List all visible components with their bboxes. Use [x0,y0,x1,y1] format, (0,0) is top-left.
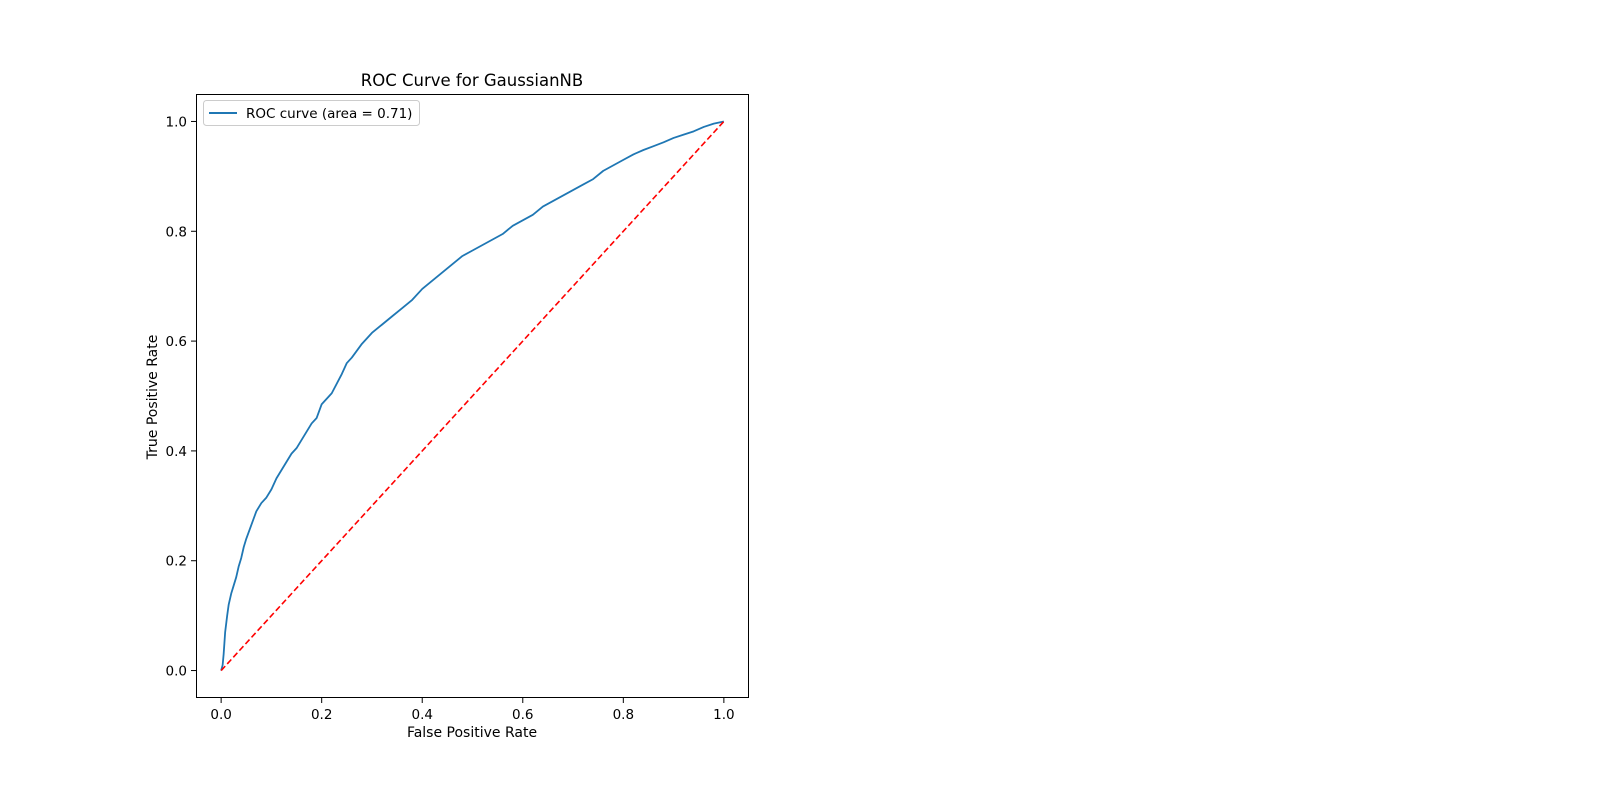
y-tick-label: 0.2 [166,554,187,570]
y-tick-label: 0.4 [166,444,187,460]
y-tick-label: 1.0 [166,114,187,130]
axes-frame [196,94,749,698]
y-tick-label: 0.0 [166,664,187,680]
x-tick-label: 0.4 [411,707,432,723]
plot-area [220,120,725,672]
x-tick-label: 0.0 [210,707,231,723]
y-axis: 0.0 0.2 0.4 0.6 0.8 1.0 [166,114,196,680]
x-axis: 0.0 0.2 0.4 0.6 0.8 1.0 [210,698,735,723]
y-axis-label: True Positive Rate [145,335,161,461]
x-tick-label: 1.0 [713,707,734,723]
y-tick-label: 0.8 [166,224,187,240]
legend-label-roc: ROC curve (area = 0.71) [246,106,412,122]
chart-title: ROC Curve for GaussianNB [361,71,583,90]
roc-curve-line [220,120,725,671]
y-tick-label: 0.6 [166,334,187,350]
x-tick-label: 0.8 [613,707,634,723]
legend: ROC curve (area = 0.71) [203,100,420,126]
x-tick-label: 0.2 [311,707,332,723]
diagonal-reference-line [220,120,725,672]
legend-box [203,100,420,126]
x-axis-label: False Positive Rate [407,725,537,741]
x-tick-label: 0.6 [512,707,533,723]
